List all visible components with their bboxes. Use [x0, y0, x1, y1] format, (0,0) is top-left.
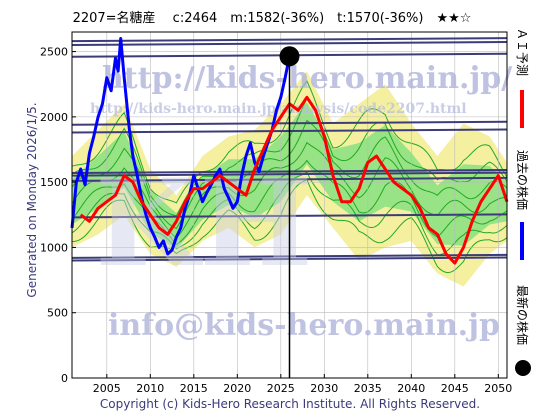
series-lines [70, 37, 509, 265]
copyright-text: Copyright (c) Kids-Hero Research Institu… [100, 397, 480, 411]
x-tick-label-2025: 2025 [267, 382, 295, 395]
latest-marker-layer [279, 46, 300, 378]
legend: ＡＩ予測 過去の株価 最新の株価 [515, 28, 531, 376]
y-tick-label-1000: 1000 [40, 241, 68, 254]
watermarks: KH http://kids-hero.main.jp/ http://kids… [90, 61, 512, 343]
x-tick-label-2015: 2015 [180, 382, 208, 395]
ai-forecast-line [79, 95, 509, 265]
y-tick-label-0: 0 [61, 372, 68, 385]
y-tick-label-500: 500 [47, 307, 68, 320]
legend-past-swatch [520, 222, 524, 260]
legend-latest-dot [515, 360, 531, 376]
tick-labels: 2005 2010 2015 2020 2025 2030 2035 2040 2045 2050… [40, 46, 512, 395]
generated-date-label: Generated on Monday 2026/1/5. [25, 102, 39, 297]
legend-ai-swatch [520, 90, 524, 128]
watermark-email: info@kids-hero.main.jp [108, 308, 500, 343]
axes [71, 31, 508, 379]
plot-frame [71, 31, 508, 379]
watermark-logo: KH [95, 153, 313, 294]
x-tick-label-2050: 2050 [484, 382, 512, 395]
x-tick-label-2005: 2005 [93, 382, 121, 395]
y-tick-label-2000: 2000 [40, 111, 68, 124]
legend-latest-label: 最新の株価 [515, 285, 530, 345]
y-tick-label-2500: 2500 [40, 46, 68, 59]
x-tick-label-2035: 2035 [354, 382, 382, 395]
latest-price-marker [279, 46, 300, 67]
y-tick-label-1500: 1500 [40, 176, 68, 189]
x-tick-label-2030: 2030 [310, 382, 338, 395]
x-tick-label-2045: 2045 [441, 382, 469, 395]
watermark-url: http://kids-hero.main.jp/ [102, 61, 512, 96]
price-level-0 [71, 37, 508, 43]
x-tick-label-2010: 2010 [136, 382, 164, 395]
x-tick-label-2020: 2020 [223, 382, 251, 395]
x-tick-label-2040: 2040 [397, 382, 425, 395]
chart-title: 2207=名糖産 c:2464 m:1582(-36%) t:1570(-36%… [73, 10, 472, 26]
past-price-line [70, 37, 291, 256]
legend-ai-label: ＡＩ予測 [515, 28, 529, 76]
price-level-1 [71, 41, 508, 47]
legend-past-label: 過去の株価 [515, 150, 530, 210]
